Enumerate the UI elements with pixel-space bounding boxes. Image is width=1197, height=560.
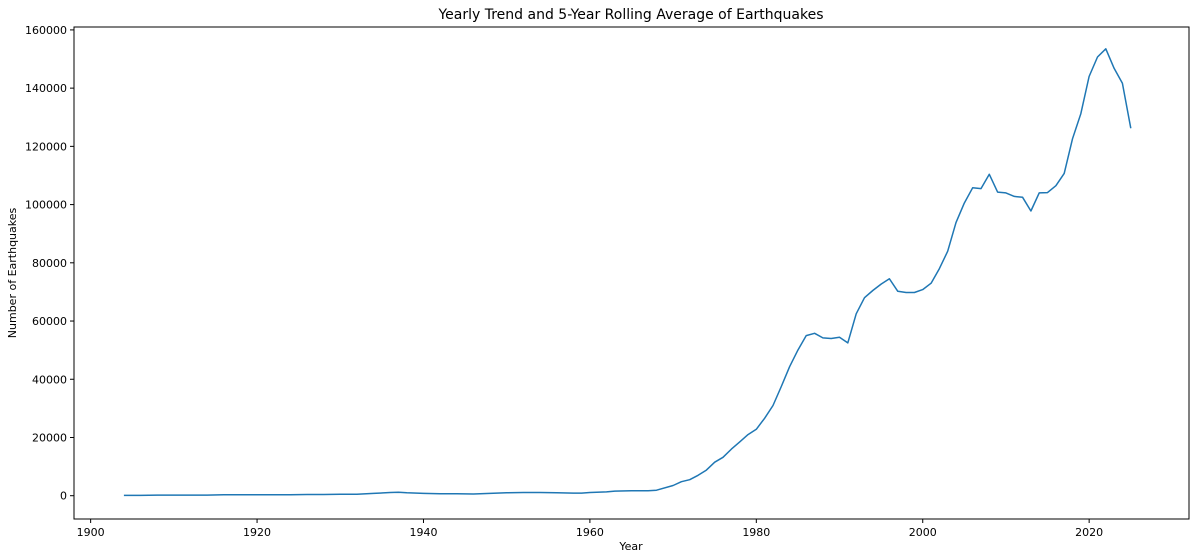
x-tick-label: 1940 <box>409 526 437 539</box>
y-tick-label: 120000 <box>25 140 67 153</box>
x-tick-label: 1960 <box>576 526 604 539</box>
x-tick-label: 1980 <box>742 526 770 539</box>
series-line <box>123 48 1132 497</box>
y-tick-label: 60000 <box>32 315 67 328</box>
x-tick-label: 1900 <box>77 526 105 539</box>
y-tick-label: 40000 <box>32 373 67 386</box>
x-tick-label: 2020 <box>1075 526 1103 539</box>
x-tick-label: 1920 <box>243 526 271 539</box>
x-tick-label: 2000 <box>909 526 937 539</box>
y-tick-label: 160000 <box>25 24 67 37</box>
y-tick-label: 80000 <box>32 257 67 270</box>
y-tick-label: 20000 <box>32 431 67 444</box>
y-tick-label: 100000 <box>25 199 67 212</box>
y-axis: 0 20000 40000 60000 80000 100000 120000 140000 1… <box>25 24 74 503</box>
plot-frame <box>73 26 1190 520</box>
x-axis: 1900 1920 1940 1960 1980 2000 2020 <box>77 519 1103 539</box>
chart-title: Yearly Trend and 5-Year Rolling Average … <box>437 7 823 23</box>
x-axis-label: Year <box>618 540 643 553</box>
y-axis-label: Number of Earthquakes <box>6 208 19 339</box>
y-tick-label: 0 <box>60 490 67 503</box>
y-tick-label: 140000 <box>25 82 67 95</box>
